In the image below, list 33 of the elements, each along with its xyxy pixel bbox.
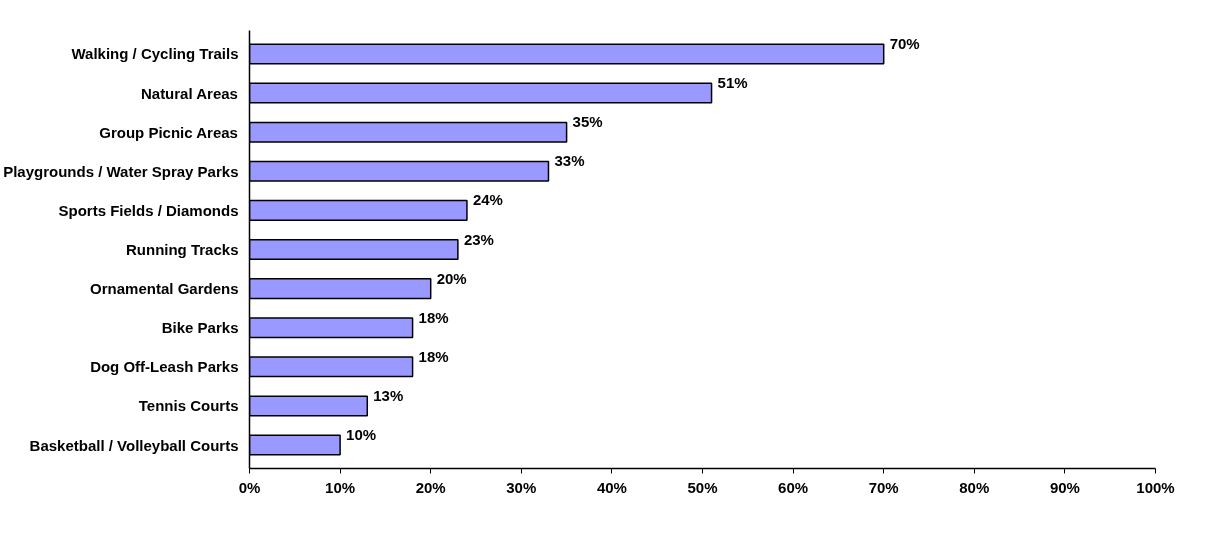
y-tick-label: Group Picnic Areas [99, 123, 238, 141]
x-tick-label: 90% [1049, 478, 1080, 496]
data-label: 70% [889, 34, 920, 52]
y-tick-label: Tennis Courts [138, 397, 239, 415]
y-tick-label: Sports Fields / Diamonds [58, 201, 239, 219]
data-label: 51% [717, 74, 748, 92]
y-tick-label: Playgrounds / Water Spray Parks [3, 162, 239, 180]
data-label: 18% [418, 347, 449, 365]
y-tick-label: Running Tracks [125, 241, 239, 258]
data-label: 10% [346, 426, 377, 444]
x-tick-label: 10% [325, 478, 356, 496]
data-label: 13% [373, 386, 404, 404]
x-tick-label: 60% [778, 478, 809, 496]
data-label: 35% [572, 113, 603, 131]
data-label: 23% [463, 230, 494, 248]
data-label: 24% [472, 191, 503, 209]
x-tick-label: 0% [238, 478, 261, 496]
y-tick-label: Natural Areas [140, 84, 238, 102]
y-tick-label: Walking / Cycling Trails [71, 45, 239, 63]
data-label: 33% [554, 152, 585, 170]
y-tick-label: Bike Parks [161, 319, 239, 337]
y-tick-label: Dog Off-Leash Parks [90, 358, 239, 376]
data-label: 18% [418, 308, 449, 326]
y-tick-label: Basketball / Volleyball Courts [29, 436, 239, 454]
x-tick-label: 50% [687, 478, 718, 496]
x-tick-label: 40% [596, 478, 627, 496]
y-tick-label: Ornamental Gardens [90, 280, 239, 298]
x-tick-label: 70% [868, 478, 899, 496]
x-tick-label: 80% [959, 478, 990, 496]
x-tick-label: 20% [415, 478, 446, 496]
data-label: 20% [436, 269, 467, 287]
x-tick-label: 100% [1136, 478, 1175, 496]
x-tick-label: 30% [506, 478, 537, 496]
